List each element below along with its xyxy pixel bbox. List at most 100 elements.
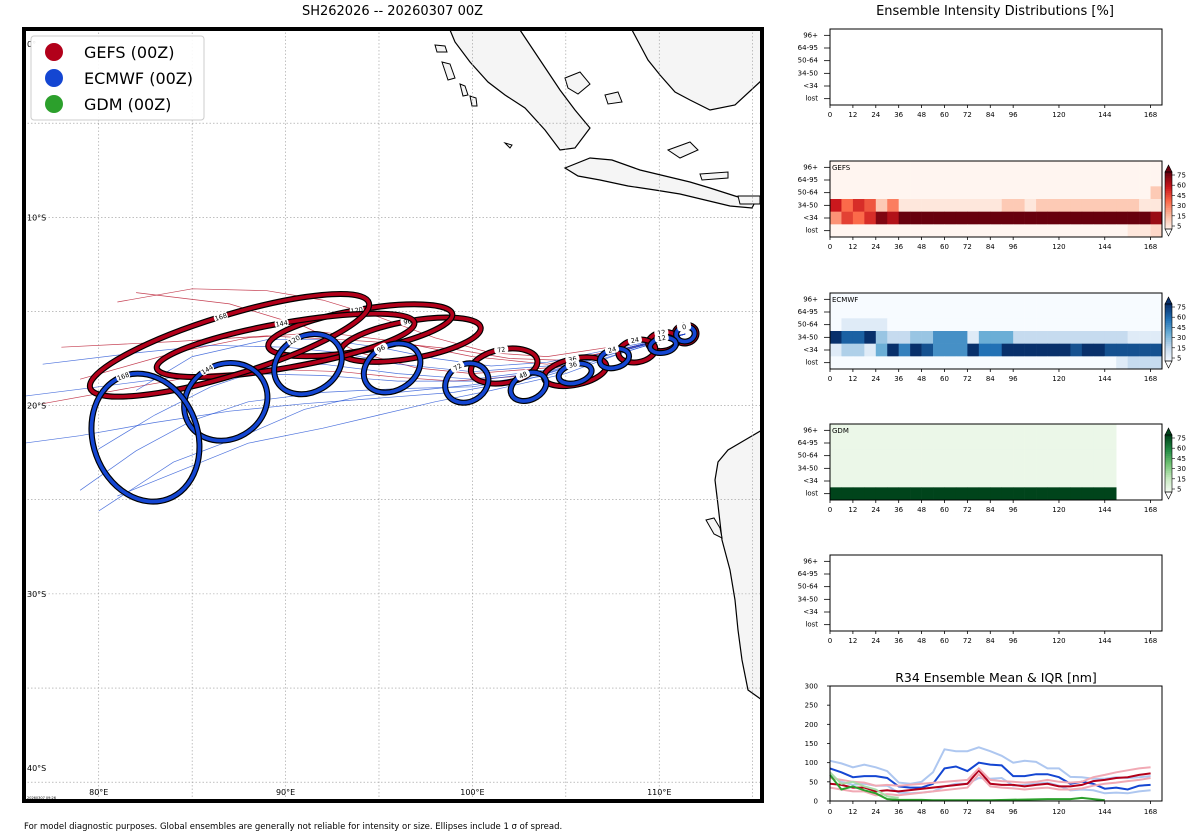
heatmap-cell: [1058, 449, 1071, 463]
r34-x-tick-label: 48: [917, 808, 926, 816]
heatmap-cell: [864, 424, 877, 437]
heatmap-cell: [955, 318, 968, 332]
heatmap-cell: [1001, 305, 1014, 319]
r34-y-tick-label: 300: [805, 683, 818, 691]
heatmap-cell: [921, 343, 934, 357]
heatmap-cell: [1116, 186, 1128, 200]
heatmap-cell: [1036, 293, 1048, 306]
heatmap-cell: [910, 474, 922, 488]
colorbar-tick-label: 15: [1177, 212, 1186, 220]
panel-x-tick-label: 36: [894, 375, 903, 383]
heatmap-cell: [1024, 331, 1037, 344]
heatmap-cell: [1081, 487, 1094, 501]
panel-x-tick-label: 120: [1052, 111, 1065, 119]
heatmap-cell: [967, 318, 980, 332]
heatmap-cell: [1150, 305, 1163, 319]
heatmap-cell: [990, 487, 1003, 501]
heatmap-cell: [1127, 186, 1140, 200]
heatmap-cell: [887, 293, 899, 306]
heatmap-cell: [1036, 211, 1048, 225]
heatmap-cell: [944, 161, 957, 174]
heatmap-cell: [864, 293, 877, 306]
heatmap-cell: [1093, 436, 1106, 450]
panel-x-tick-label: 0: [828, 111, 832, 119]
panel-y-tick-label: lost: [805, 359, 818, 367]
panel-x-tick-label: 84: [986, 506, 995, 514]
map-legend: GEFS (00Z) ECMWF (00Z) GDM (00Z): [30, 35, 205, 121]
ecmwf-ellipse: 24: [596, 344, 633, 372]
heatmap-cell: [933, 474, 945, 488]
heatmap-cell: [875, 211, 888, 225]
heatmap-cell: [967, 173, 980, 187]
heatmap-cell: [1081, 199, 1094, 212]
gefs-ellipse: 24: [615, 335, 659, 366]
heatmap-cell: [830, 186, 842, 200]
heatmap-cell: [887, 199, 899, 212]
heatmap-cell: [864, 462, 877, 475]
heatmap-cell: [1058, 318, 1071, 332]
heatmap-cell: [1024, 199, 1037, 212]
heatmap-cell: [933, 424, 945, 437]
heatmap-cell: [1024, 449, 1037, 463]
panel-x-tick-label: 120: [1052, 637, 1065, 645]
heatmap-cell: [898, 318, 911, 332]
heatmap-cell: [967, 474, 980, 488]
gefs-ellipse-label-bg: [274, 318, 289, 328]
heatmap-cell: [1104, 305, 1117, 319]
heatmap-cell: [887, 331, 899, 344]
r34-series-gefs-iqr-lower: [829, 772, 1151, 797]
r34-x-tick-label: 72: [963, 808, 972, 816]
heatmap-cell: [921, 305, 934, 319]
heatmap-cell: [887, 343, 899, 357]
heatmap-cell: [978, 343, 991, 357]
r34-series-gdm-iqr-upper: [829, 771, 899, 799]
ecmwf-ellipse-label-bg: [676, 321, 692, 332]
heatmap-cell: [1013, 424, 1025, 437]
r34-x-tick-label: 84: [986, 808, 995, 816]
panel-y-tick-label: <34: [803, 608, 818, 616]
heatmap-cell: [944, 474, 957, 488]
heatmap-cell: [967, 305, 980, 319]
panel-frame: [829, 554, 1163, 632]
gefs-ellipse-label: 168: [214, 312, 228, 323]
heatmap-cell: [1127, 305, 1140, 319]
heatmap-cell: [910, 211, 922, 225]
ecmwf-ellipse: 72: [442, 360, 492, 406]
heatmap-cell: [864, 305, 877, 319]
heatmap-cell: [955, 487, 968, 501]
heatmap-cell: [1104, 424, 1117, 437]
heatmap-cell: [1070, 224, 1083, 238]
heatmap-cell: [944, 305, 957, 319]
heatmap-cell: [841, 436, 854, 450]
heatmap-cell: [944, 436, 957, 450]
heatmap-cell: [990, 449, 1003, 463]
heatmap-cell: [1093, 318, 1106, 332]
panel-y-tick-label: 50-64: [798, 189, 819, 197]
heatmap-cell: [875, 436, 888, 450]
heatmap-cell: [944, 343, 957, 357]
heatmap-cell: [830, 173, 842, 187]
heatmap-cell: [1036, 356, 1048, 370]
panel-y-tick-label: <34: [803, 346, 818, 354]
heatmap-cell: [1116, 331, 1128, 344]
heatmap-cell: [1013, 173, 1025, 187]
panel-y-tick-label: 50-64: [798, 583, 819, 591]
heatmap-cell: [887, 474, 899, 488]
r34-y-tick-label: 100: [805, 759, 818, 767]
gefs-ellipse: 168: [86, 291, 373, 400]
heatmap-cell: [1036, 199, 1048, 212]
heatmap-cell: [1047, 305, 1060, 319]
heatmap-cell: [875, 305, 888, 319]
heatmap-cell: [955, 305, 968, 319]
heatmap-cell: [955, 424, 968, 437]
heatmap-cell: [1058, 436, 1071, 450]
heatmap-cell: [1001, 356, 1014, 370]
heatmap-cell: [910, 161, 922, 174]
heatmap-cell: [978, 305, 991, 319]
heatmap-cell: [898, 224, 911, 238]
land-borneo: [631, 29, 762, 111]
heatmap-cell: [864, 224, 877, 238]
panel-y-tick-label: 96+: [803, 426, 818, 434]
heatmap-cell: [933, 331, 945, 344]
heatmap-cell: [875, 343, 888, 357]
